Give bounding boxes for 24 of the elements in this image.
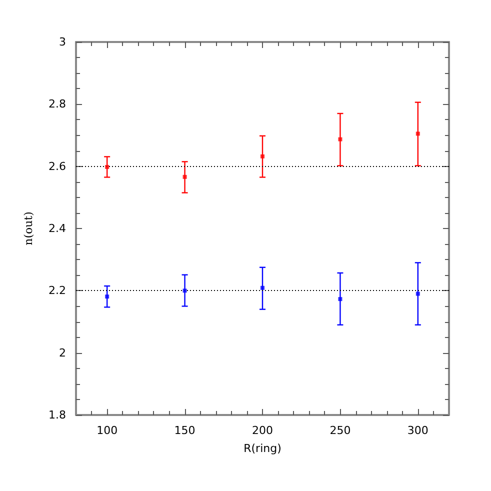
point — [182, 288, 187, 293]
x-tick-label: 100 — [96, 424, 118, 437]
point — [105, 294, 110, 299]
y-tick-label: 2.6 — [48, 160, 66, 173]
point — [105, 164, 110, 169]
x-tick-label: 300 — [407, 424, 428, 437]
point — [338, 297, 342, 302]
point — [338, 137, 342, 142]
x-tick-label: 200 — [252, 424, 273, 437]
y-tick-label: 2.8 — [48, 98, 66, 111]
y-tick-label: 2.4 — [48, 222, 66, 235]
y-tick-label: 1.8 — [48, 408, 66, 422]
point — [260, 286, 264, 290]
point — [260, 154, 264, 158]
x-tick-label: 250 — [330, 424, 351, 437]
y-tick-label: 3 — [59, 36, 66, 48]
point — [182, 174, 187, 179]
point — [416, 132, 420, 136]
x-axis-title: R(ring) — [244, 442, 282, 455]
y-tick-label: 2.2 — [48, 284, 66, 298]
y-tick-label: 2 — [59, 346, 66, 360]
x-tick-label: 150 — [174, 424, 196, 437]
point — [416, 292, 420, 296]
y-axis-title: n(out) — [22, 212, 35, 246]
